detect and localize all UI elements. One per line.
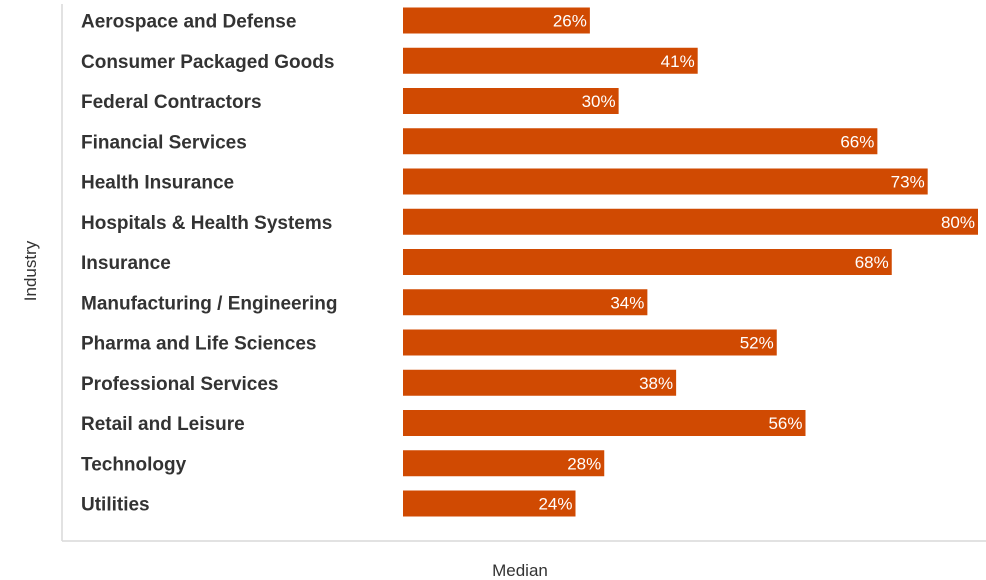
bar [403, 289, 648, 316]
category-labels: Aerospace and Defense Consumer Packaged G… [81, 12, 338, 516]
value-label: 30% [582, 92, 616, 111]
bar [403, 249, 892, 275]
category-label: Retail and Leisure [81, 414, 245, 435]
category-label: Utilities [81, 495, 150, 516]
category-label: Pharma and Life Sciences [81, 334, 317, 355]
value-label: 26% [553, 12, 587, 31]
bars [403, 7, 978, 517]
value-label: 73% [891, 173, 925, 192]
category-label: Technology [81, 454, 187, 475]
bar [403, 208, 978, 235]
value-label: 28% [567, 454, 601, 473]
value-label: 68% [855, 253, 889, 272]
category-label: Manufacturing / Engineering [81, 293, 338, 314]
value-label: 66% [840, 132, 874, 151]
y-axis-title: Industry [21, 240, 40, 301]
bar [403, 490, 576, 517]
bar [403, 329, 777, 356]
bar [403, 450, 605, 477]
category-label: Aerospace and Defense [81, 12, 296, 33]
bar [403, 128, 878, 155]
value-label: 34% [610, 293, 644, 312]
bar [403, 88, 619, 114]
bar [403, 47, 698, 74]
value-label: 24% [538, 495, 572, 514]
x-axis-title: Median [492, 561, 548, 580]
category-label: Insurance [81, 253, 171, 274]
bar [403, 168, 928, 195]
value-label: 52% [740, 334, 774, 353]
category-label: Health Insurance [81, 173, 234, 194]
value-label: 80% [941, 213, 975, 232]
category-label: Professional Services [81, 374, 279, 395]
value-label: 41% [661, 52, 695, 71]
bar [403, 7, 590, 34]
bar [403, 410, 806, 436]
category-label: Consumer Packaged Goods [81, 52, 334, 73]
value-label: 38% [639, 374, 673, 393]
value-label: 56% [768, 414, 802, 433]
category-label: Financial Services [81, 132, 247, 153]
category-label: Hospitals & Health Systems [81, 213, 332, 234]
value-labels: 26% 41% 30% 66% 73% 80% 68% 34% 52% 38% 56% 28% 24% [538, 12, 975, 514]
bar [403, 369, 677, 396]
category-label: Federal Contractors [81, 92, 262, 113]
